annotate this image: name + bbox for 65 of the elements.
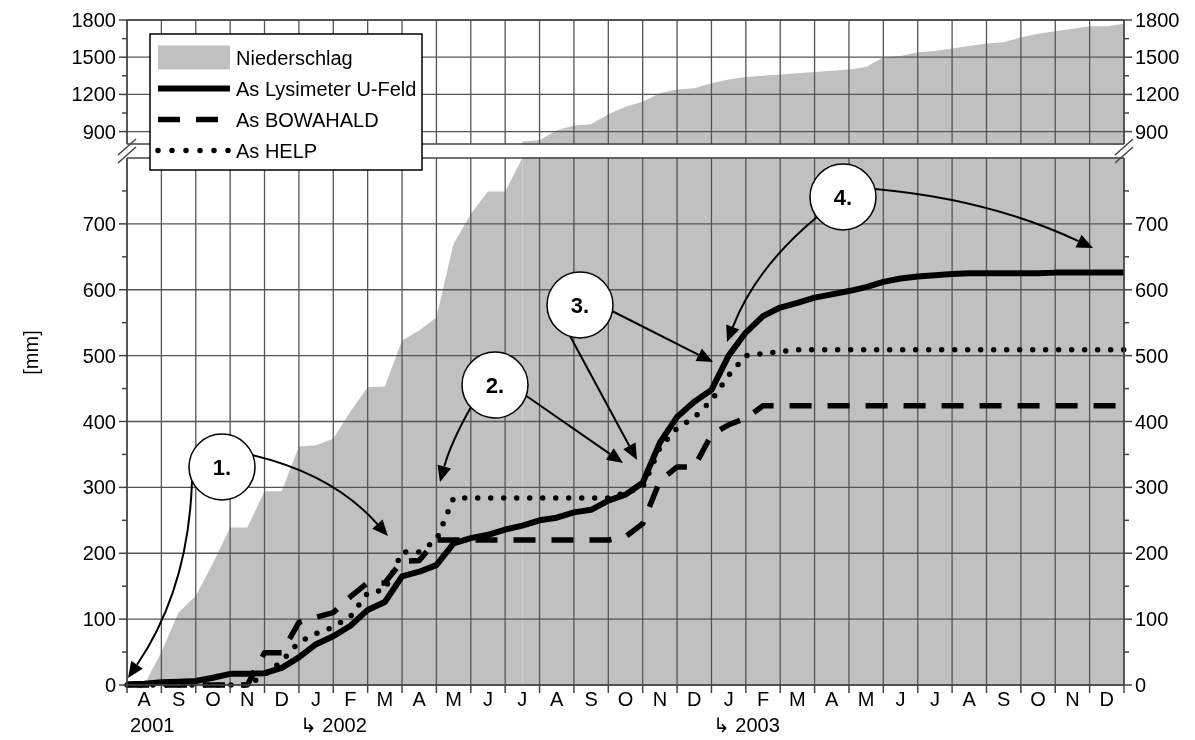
y2-tick-label: 1500 bbox=[1135, 46, 1180, 69]
text: 2001 bbox=[130, 714, 175, 736]
x-tick-label: M bbox=[445, 688, 462, 710]
y-tick-label: 500 bbox=[82, 344, 116, 367]
y-tick-label: 600 bbox=[82, 278, 116, 301]
x-tick-label: A bbox=[962, 688, 977, 710]
y-tick-label: 900 bbox=[82, 120, 116, 143]
y2-tick-label: 0 bbox=[1135, 674, 1147, 696]
x-tick-label: F bbox=[344, 688, 357, 710]
x-tick-label: O bbox=[617, 688, 634, 710]
x-tick-label: D bbox=[274, 688, 289, 710]
x-tick-label: J bbox=[895, 688, 906, 710]
x-tick-label: S bbox=[997, 688, 1011, 710]
y-tick-label: 100 bbox=[82, 608, 116, 631]
legend-label: As HELP bbox=[236, 139, 318, 162]
x-tick-label: J bbox=[482, 688, 493, 710]
x-tick-label: J bbox=[723, 688, 734, 710]
y2-tick-label: 100 bbox=[1135, 608, 1169, 631]
x-tick-label: F bbox=[756, 688, 770, 710]
y2-tick-label: 1200 bbox=[1135, 83, 1180, 106]
x-tick-label: A bbox=[137, 688, 152, 710]
x-tick-label: A bbox=[825, 688, 840, 710]
x-tick-label: S bbox=[584, 688, 598, 710]
x-tick-label: N bbox=[652, 688, 668, 710]
x-tick-label: D bbox=[687, 688, 702, 710]
x-tick-label: N bbox=[1065, 688, 1080, 710]
y2-tick-label: 300 bbox=[1135, 476, 1169, 499]
y-tick-label: 200 bbox=[82, 542, 116, 565]
x-tick-label: M bbox=[857, 688, 875, 710]
y2-tick-label: 500 bbox=[1135, 344, 1169, 367]
y2-tick-label: 700 bbox=[1135, 212, 1169, 235]
annotation: 3. bbox=[570, 292, 590, 318]
annotation: 4. bbox=[833, 184, 853, 210]
x-tick-label: O bbox=[205, 688, 221, 710]
y-tick-label: 700 bbox=[82, 212, 116, 235]
x-tick-label: J bbox=[311, 688, 322, 710]
y2-tick-label: 1800 bbox=[1135, 9, 1180, 31]
y-tick-label: 1500 bbox=[71, 46, 116, 69]
y2-tick-label: 400 bbox=[1135, 410, 1169, 433]
x-tick-label: S bbox=[171, 688, 186, 710]
x-tick-label: J bbox=[517, 688, 528, 710]
y-axis-title: [mm] bbox=[20, 330, 42, 375]
x-tick-label: D bbox=[1099, 688, 1115, 710]
legend-label: Niederschlag bbox=[236, 46, 353, 69]
y2-tick-label: 200 bbox=[1135, 542, 1169, 565]
y-tick-label: 0 bbox=[104, 674, 116, 696]
y-tick-label: 1200 bbox=[71, 83, 116, 106]
legend-label: As BOWAHALD bbox=[236, 108, 379, 131]
x-tick-label: J bbox=[929, 688, 940, 710]
x-tick-label: M bbox=[376, 688, 394, 710]
y-tick-label: 1800 bbox=[71, 9, 116, 31]
x-tick-label: A bbox=[412, 688, 427, 710]
text: ↳ 2003 bbox=[713, 714, 780, 736]
y-tick-label: 400 bbox=[82, 410, 116, 433]
annotation: 2. bbox=[485, 372, 505, 398]
y-tick-label: 300 bbox=[82, 476, 116, 499]
legend-label: As Lysimeter U-Feld bbox=[236, 77, 417, 100]
x-tick-label: O bbox=[1030, 688, 1046, 710]
annotation: 1. bbox=[212, 454, 232, 480]
x-tick-label: M bbox=[789, 688, 806, 710]
x-tick-label: N bbox=[240, 688, 255, 710]
text: ↳ 2002 bbox=[300, 714, 367, 736]
y2-tick-label: 600 bbox=[1135, 278, 1169, 301]
x-tick-label: A bbox=[550, 688, 565, 710]
y2-tick-label: 900 bbox=[1135, 120, 1169, 143]
